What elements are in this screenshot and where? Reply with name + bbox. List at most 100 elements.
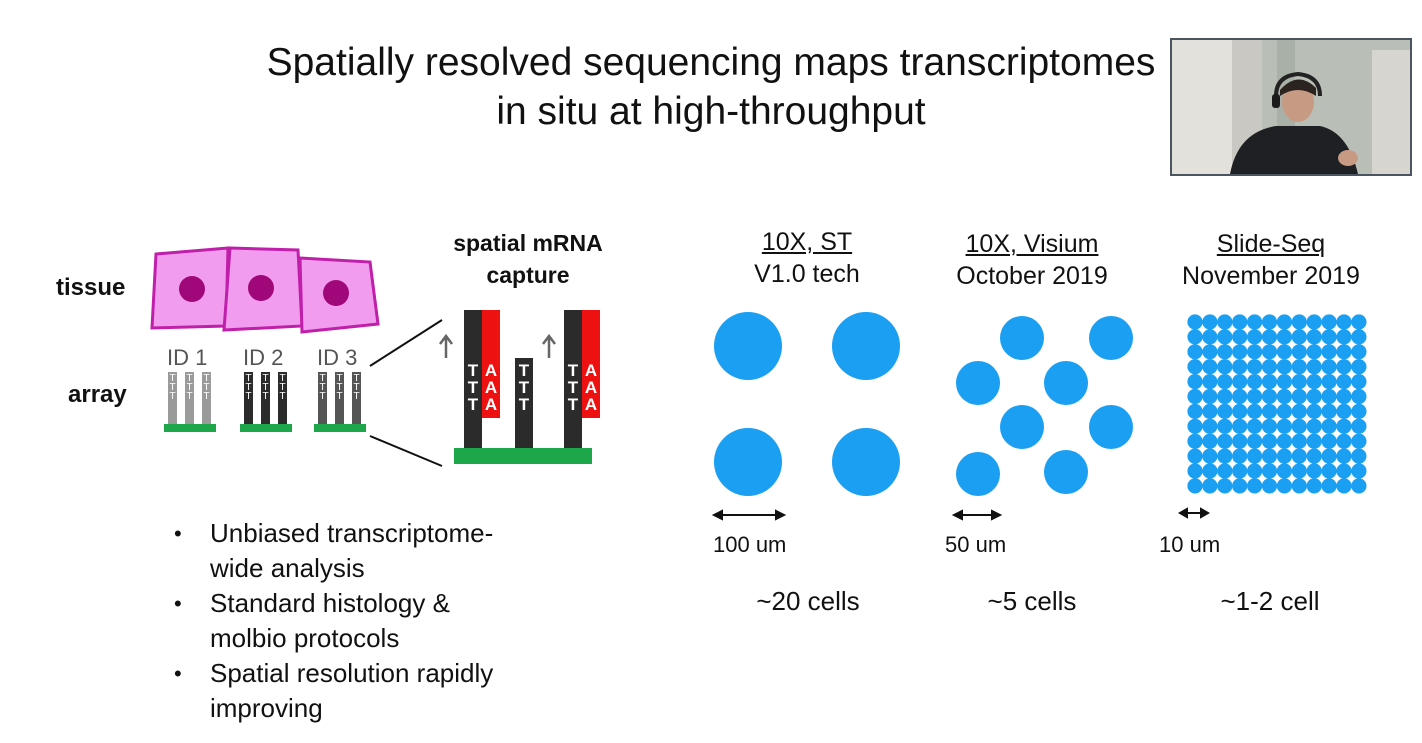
svg-text:T: T [353,382,359,393]
bead [1247,448,1263,464]
scale-arrow-100um [711,509,787,521]
bead [1217,374,1233,390]
bead [1232,359,1248,375]
bead [1291,329,1307,345]
cells-label-slideseq: ~1-2 cell [1220,586,1320,616]
capture-title-line-2: capture [486,262,570,288]
svg-text:T: T [279,391,285,402]
bead [1351,344,1367,360]
bead [1336,344,1352,360]
bead [1187,359,1203,375]
bullet-item: Unbiased transcriptome-wide analysis [170,516,590,586]
bead [1232,463,1248,479]
array-id-1: ID 1 [167,345,207,370]
svg-text:T: T [336,373,342,384]
scale-label-slideseq: 10 um [1159,532,1221,557]
spot [1044,450,1088,494]
bead [1276,478,1292,494]
bead [1247,314,1263,330]
bead [1336,478,1352,494]
bead [1202,433,1218,449]
bead [1276,359,1292,375]
spot [714,428,782,496]
bead [1261,478,1278,494]
bead [1261,448,1278,464]
svg-text:T: T [319,382,325,393]
slide-title-line-2: in situ at high-throughput [496,90,926,133]
bead [1261,314,1278,330]
bead [1321,418,1337,434]
tech-subtitle: October 2019 [956,262,1108,290]
array-base [164,424,216,432]
capture-title-line-1: spatial mRNA [453,230,603,256]
bead [1306,433,1322,449]
bead [1217,403,1233,419]
svg-text:T: T [519,378,530,397]
spot [1000,405,1044,449]
bead [1261,359,1278,375]
st-spots [714,312,900,496]
bead [1351,403,1367,419]
bead [1202,344,1218,360]
bead [1336,329,1352,345]
bead [1321,329,1337,345]
spot [1089,316,1133,360]
bead [1276,448,1292,464]
bead [1247,374,1263,390]
tech-header-visium: 10X, Visium October 2019 [922,228,1142,292]
bead [1261,388,1278,405]
spot [956,361,1000,405]
bead [1261,403,1278,419]
array-id-2: ID 2 [243,345,283,370]
bead [1291,418,1307,434]
capture-detail: TTT AAA TTT TTT AAA [439,310,600,464]
scale-arrow-50um [951,509,1003,521]
cell-nucleus [179,276,205,302]
presenter-video [1170,38,1412,176]
bead [1351,329,1367,345]
bead [1217,329,1233,345]
bead [1291,478,1307,494]
bead [1276,463,1292,479]
bead [1261,418,1278,434]
bead [1336,314,1352,330]
array-probes-id-3 [314,372,366,432]
bead [1232,374,1248,390]
bead [1351,359,1367,375]
array-probes-id-1 [164,372,216,432]
bead [1247,388,1263,405]
bead [1261,463,1278,479]
bead [1217,388,1233,405]
bead [1232,418,1248,434]
spot [956,452,1000,496]
bead [1187,433,1203,449]
bead [1217,344,1233,360]
array-base [240,424,292,432]
bead [1202,314,1218,330]
bead [1232,314,1248,330]
bead [1276,344,1292,360]
bead [1291,374,1307,390]
svg-text:T: T [519,395,530,414]
bead [1247,403,1263,419]
bead [1276,314,1292,330]
bead [1202,418,1218,434]
bead [1202,374,1218,390]
svg-text:T: T [468,361,479,380]
svg-text:T: T [279,373,285,384]
bead [1217,448,1233,464]
svg-text:T: T [203,391,209,402]
array-base [314,424,366,432]
bead [1217,478,1233,494]
spot [1044,361,1088,405]
bead [1187,418,1203,434]
svg-text:T: T [568,395,579,414]
scale-label-st: 100 um [713,532,787,557]
bead [1306,448,1322,464]
svg-text:T: T [319,373,325,384]
bead [1336,418,1352,434]
bead [1336,463,1352,479]
capture-title: spatial mRNA capture [418,227,638,291]
tech-name: 10X, ST [761,228,853,256]
svg-text:T: T [336,382,342,393]
